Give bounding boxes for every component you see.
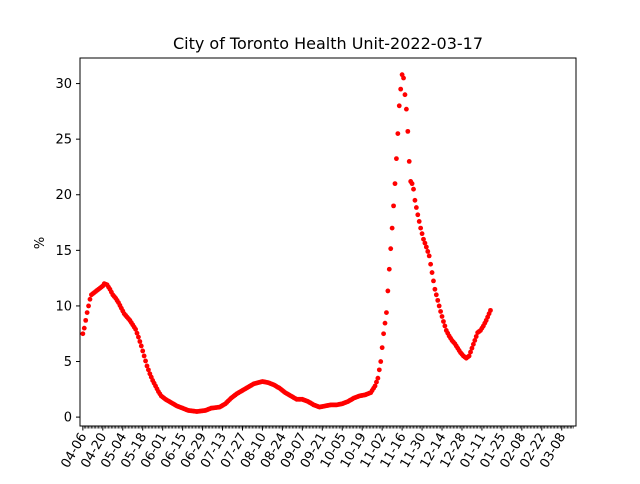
data-point bbox=[374, 379, 379, 385]
data-point bbox=[83, 317, 89, 323]
data-point bbox=[421, 236, 426, 242]
y-tick-label: 5 bbox=[64, 355, 72, 370]
data-point bbox=[428, 261, 434, 267]
y-tick-label: 15 bbox=[55, 244, 72, 259]
data-point bbox=[141, 353, 147, 359]
data-point bbox=[432, 286, 438, 292]
data-point bbox=[379, 345, 385, 351]
data-point bbox=[381, 331, 386, 337]
data-point bbox=[401, 75, 406, 81]
data-point bbox=[441, 319, 446, 324]
y-tick-label: 0 bbox=[64, 411, 72, 426]
data-point bbox=[423, 244, 429, 250]
data-point bbox=[405, 128, 411, 134]
data-point bbox=[395, 131, 401, 137]
data-point bbox=[419, 231, 425, 237]
data-point bbox=[140, 348, 146, 354]
data-point bbox=[412, 197, 418, 203]
data-point bbox=[469, 345, 475, 351]
data-point bbox=[425, 249, 431, 254]
data-point bbox=[133, 326, 138, 332]
data-point bbox=[406, 159, 412, 164]
data-point bbox=[472, 337, 478, 343]
data-point bbox=[438, 309, 443, 314]
data-point bbox=[384, 310, 389, 315]
chart-title: City of Toronto Health Unit-2022-03-17 bbox=[173, 34, 483, 53]
data-point bbox=[372, 383, 378, 389]
data-point bbox=[426, 253, 432, 259]
data-point bbox=[391, 203, 396, 209]
data-point bbox=[436, 303, 442, 309]
data-point bbox=[470, 341, 476, 347]
data-point bbox=[392, 181, 398, 187]
data-point bbox=[382, 320, 388, 326]
data-point bbox=[422, 240, 428, 246]
data-point bbox=[87, 296, 93, 302]
data-point bbox=[413, 205, 419, 210]
data-point bbox=[136, 334, 141, 340]
data-point bbox=[488, 307, 493, 313]
data-point bbox=[418, 225, 424, 231]
data-point bbox=[431, 278, 436, 284]
data-point bbox=[439, 314, 445, 319]
data-point bbox=[86, 303, 91, 309]
data-point bbox=[473, 334, 479, 339]
data-point bbox=[389, 225, 395, 231]
data-point bbox=[398, 86, 404, 92]
data-point bbox=[84, 310, 90, 315]
data-point bbox=[138, 343, 144, 349]
data-points bbox=[80, 72, 493, 414]
data-point bbox=[143, 358, 148, 364]
data-point bbox=[146, 367, 151, 373]
data-point bbox=[415, 212, 421, 218]
data-point bbox=[435, 297, 441, 303]
data-point bbox=[416, 219, 422, 224]
data-point bbox=[411, 186, 416, 192]
data-point bbox=[433, 292, 439, 298]
data-point bbox=[137, 339, 143, 344]
data-point bbox=[144, 363, 150, 369]
data-point bbox=[429, 270, 435, 275]
data-point bbox=[468, 349, 473, 355]
data-point bbox=[375, 375, 381, 381]
data-point bbox=[80, 331, 86, 337]
data-point bbox=[388, 246, 394, 252]
data-point bbox=[378, 359, 384, 364]
plot-area-frame bbox=[79, 57, 577, 427]
data-point bbox=[409, 181, 415, 187]
data-point bbox=[396, 103, 402, 109]
data-point bbox=[394, 156, 399, 162]
data-point bbox=[386, 266, 392, 272]
y-tick-label: 20 bbox=[55, 188, 72, 203]
y-tick-label: 10 bbox=[55, 299, 72, 314]
data-point bbox=[81, 325, 87, 331]
data-point bbox=[385, 288, 391, 294]
y-axis-label: % bbox=[33, 237, 48, 249]
data-point bbox=[376, 367, 382, 373]
data-point bbox=[403, 106, 409, 112]
data-point bbox=[134, 330, 140, 336]
data-point bbox=[442, 323, 448, 329]
axes-layer: 05101520253004-0604-2005-0405-1806-0106-… bbox=[55, 77, 574, 471]
y-tick-label: 30 bbox=[55, 77, 72, 92]
data-point bbox=[402, 92, 408, 98]
data-point bbox=[466, 353, 472, 359]
y-tick-label: 25 bbox=[55, 133, 72, 148]
